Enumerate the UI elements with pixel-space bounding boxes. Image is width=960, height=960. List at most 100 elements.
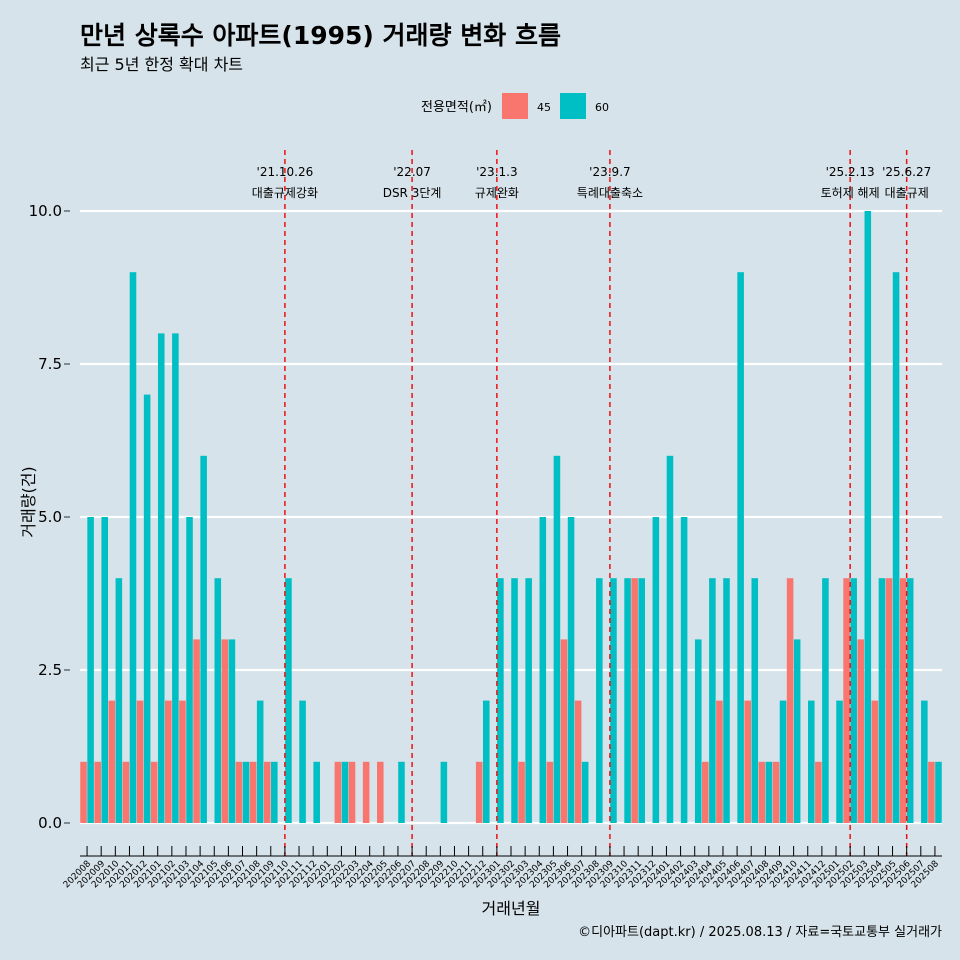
bar-45-202502 xyxy=(843,578,850,823)
event-date: '23.1.3 xyxy=(476,165,517,179)
y-axis-title: 거래량(건) xyxy=(19,466,38,537)
bar-60-202112 xyxy=(313,761,320,823)
legend-label-60: 60 xyxy=(595,101,609,114)
bar-45-202009 xyxy=(94,761,101,823)
bar-45-202106 xyxy=(221,639,229,823)
bar-60-202305 xyxy=(553,455,561,823)
bar-45-202010 xyxy=(108,700,116,823)
chart-subtitle: 최근 5년 한정 확대 차트 xyxy=(80,55,243,74)
bar-60-202104 xyxy=(200,455,207,823)
event-label: 토허제 해제 xyxy=(821,186,880,200)
bar-60-202507 xyxy=(921,700,928,823)
bar-45-202204 xyxy=(362,761,370,823)
bar-60-202110 xyxy=(285,578,292,823)
bar-60-202109 xyxy=(271,761,278,823)
bar-60-202306 xyxy=(567,517,575,823)
x-axis-title: 거래년월 xyxy=(482,899,541,918)
bar-45-202203 xyxy=(348,761,356,823)
bar-45-202102 xyxy=(165,700,172,823)
legend-label-45: 45 xyxy=(537,101,551,114)
bar-60-202010 xyxy=(115,578,123,823)
legend-title: 전용면적(㎡) xyxy=(421,100,492,115)
bar-45-202202 xyxy=(334,761,342,823)
bar-60-202105 xyxy=(214,578,222,823)
x-axis: 2020082020092020102020112020122021012021… xyxy=(62,846,942,890)
event-date: '25.6.27 xyxy=(882,165,931,179)
bar-45-202311 xyxy=(631,578,638,823)
bar-45-202109 xyxy=(263,761,271,823)
caption: ©디아파트(dapt.kr) / 2025.08.13 / 자료=국토교통부 실… xyxy=(578,925,942,940)
bar-45-202101 xyxy=(150,761,158,823)
event-date: '22.07 xyxy=(393,165,431,179)
bar-60-202502 xyxy=(850,578,857,823)
bar-60-202407 xyxy=(751,578,759,823)
bar-60-202403 xyxy=(694,639,702,823)
bar-45-202504 xyxy=(871,700,879,823)
bar-60-202410 xyxy=(793,639,801,823)
bar-45-202104 xyxy=(193,639,200,823)
bar-60-202506 xyxy=(906,578,914,823)
bar-45-202011 xyxy=(122,761,130,823)
event-label: 대출규제 xyxy=(885,186,929,200)
bar-45-202503 xyxy=(857,639,865,823)
bars xyxy=(80,211,942,823)
bar-60-202412 xyxy=(822,578,829,823)
bar-45-202408 xyxy=(758,761,766,823)
bar-60-202106 xyxy=(228,639,236,823)
bar-60-202102 xyxy=(172,333,179,823)
bar-60-202311 xyxy=(638,578,645,823)
bar-60-202504 xyxy=(878,578,886,823)
bar-45-202407 xyxy=(744,700,751,823)
bar-60-202409 xyxy=(779,700,787,823)
event-date: '25.2.13 xyxy=(826,165,875,179)
event-label: DSR 3단계 xyxy=(383,186,442,200)
event-lines xyxy=(284,150,908,856)
legend-swatch-45 xyxy=(502,93,528,119)
bar-60-202505 xyxy=(892,272,900,823)
bar-45-202410 xyxy=(786,578,794,823)
bar-60-202008 xyxy=(87,517,94,823)
bar-45-202107 xyxy=(235,761,243,823)
bar-60-202111 xyxy=(299,700,306,823)
bar-45-202508 xyxy=(928,761,935,823)
bar-60-202404 xyxy=(709,578,716,823)
bar-60-202312 xyxy=(652,517,660,823)
bar-60-202406 xyxy=(737,272,744,823)
bar-60-202301 xyxy=(497,578,504,823)
bar-45-202412 xyxy=(815,761,822,823)
bar-45-202405 xyxy=(716,700,723,823)
bar-60-202401 xyxy=(666,455,674,823)
y-tick-label: 7.5 xyxy=(38,355,62,373)
bar-45-202506 xyxy=(899,578,907,823)
y-tick-label: 2.5 xyxy=(38,661,62,679)
bar-60-202503 xyxy=(864,211,872,823)
event-label: 규제완화 xyxy=(475,186,519,200)
legend-swatch-60 xyxy=(560,93,586,119)
bar-60-202103 xyxy=(186,517,193,823)
bar-60-202012 xyxy=(143,394,151,823)
y-axis: 0.0 2.5 5.0 7.5 10.0 xyxy=(29,202,70,832)
bar-60-202304 xyxy=(539,517,547,823)
bar-45-202505 xyxy=(885,578,893,823)
bar-60-202101 xyxy=(157,333,165,823)
bar-45-202012 xyxy=(136,700,144,823)
y-tick-label: 5.0 xyxy=(38,508,62,526)
y-tick-label: 10.0 xyxy=(29,202,62,220)
bar-45-202303 xyxy=(518,761,525,823)
bar-45-202212 xyxy=(475,761,483,823)
bar-60-202508 xyxy=(935,761,942,823)
bar-60-202405 xyxy=(723,578,730,823)
chart-title: 만년 상록수 아파트(1995) 거래량 변화 흐름 xyxy=(80,21,561,50)
bar-60-202107 xyxy=(242,761,250,823)
bar-45-202205 xyxy=(377,761,384,823)
bar-60-202202 xyxy=(341,761,349,823)
bar-45-202305 xyxy=(546,761,554,823)
bar-60-202212 xyxy=(482,700,490,823)
bar-45-202306 xyxy=(560,639,568,823)
bar-60-202402 xyxy=(680,517,688,823)
event-label: 대출규제강화 xyxy=(252,186,318,200)
event-date: '21.10.26 xyxy=(257,165,314,179)
bar-60-202108 xyxy=(256,700,264,823)
bar-60-202303 xyxy=(525,578,532,823)
